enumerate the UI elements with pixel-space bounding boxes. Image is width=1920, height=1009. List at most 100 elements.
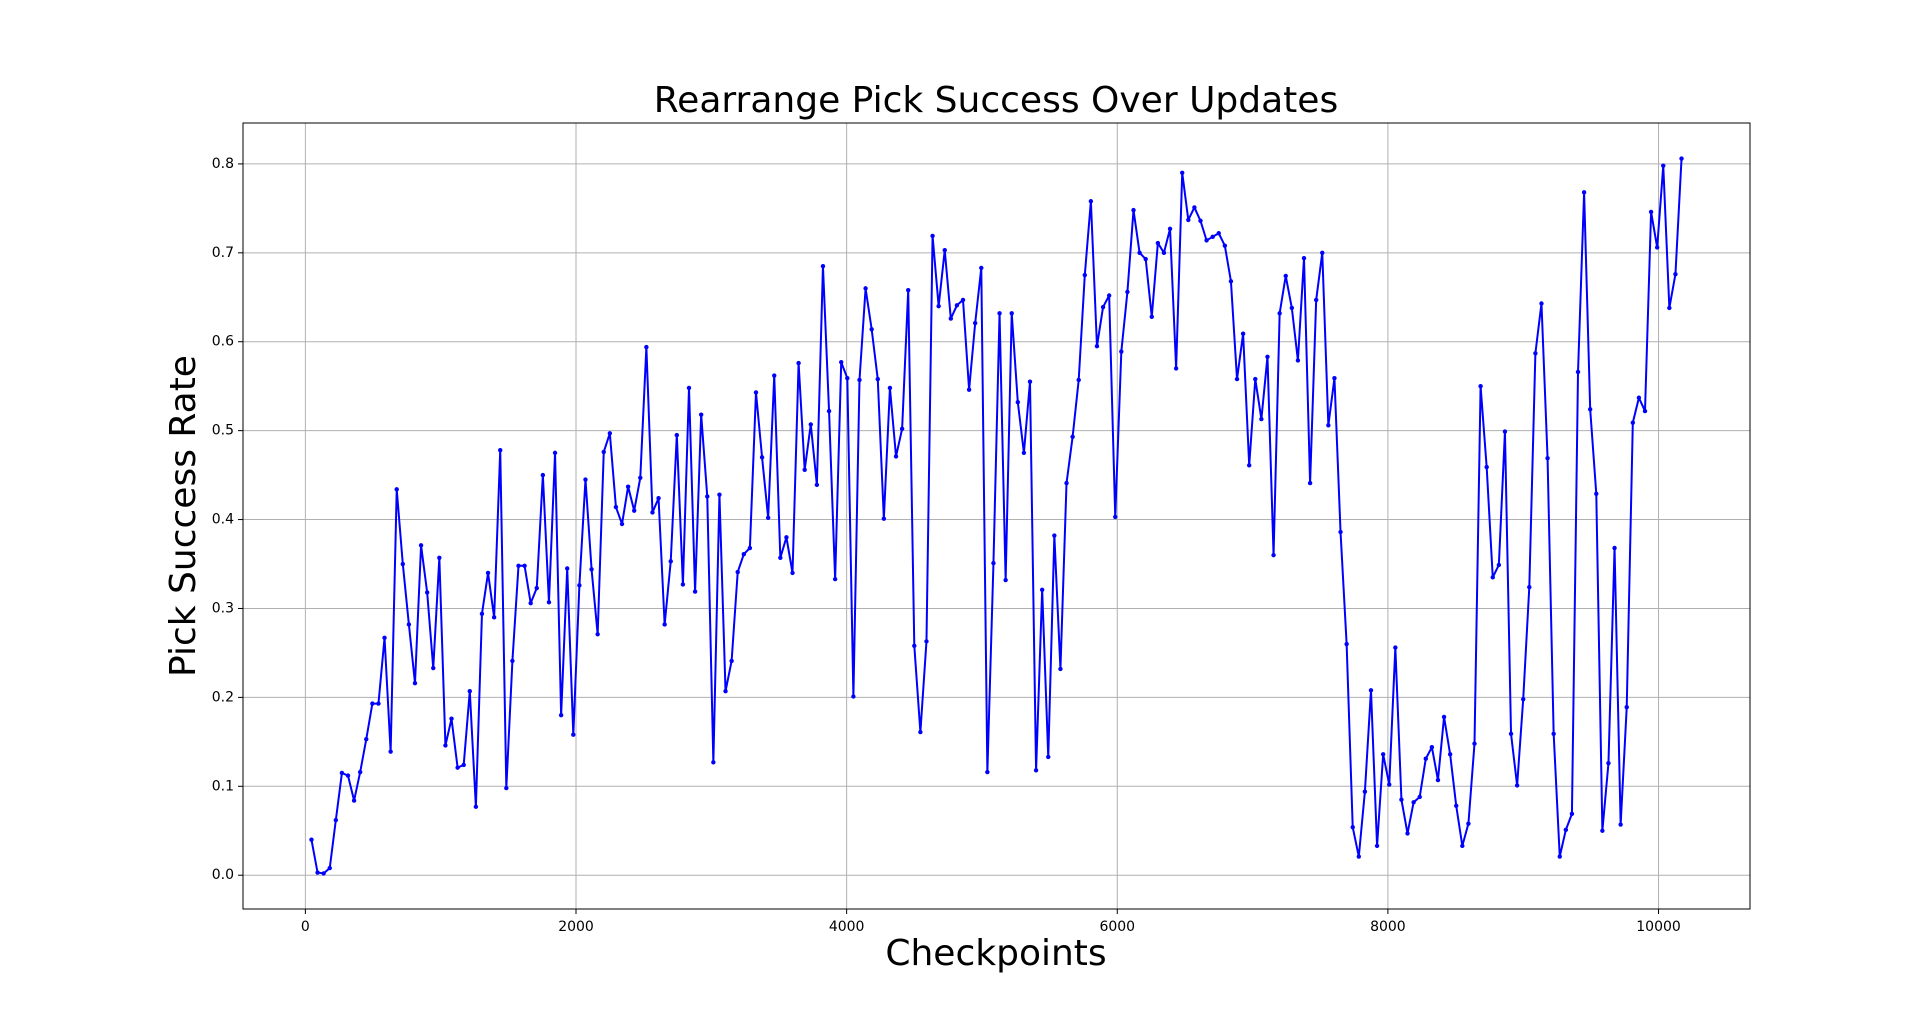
point xyxy=(424,590,430,595)
plot-frame xyxy=(242,122,1751,910)
point xyxy=(364,736,369,742)
x-tick-label: 6000 xyxy=(1099,919,1135,935)
point xyxy=(741,552,746,557)
point xyxy=(437,555,442,560)
point xyxy=(863,286,868,291)
point xyxy=(1569,811,1575,817)
point xyxy=(717,492,722,497)
point xyxy=(1606,760,1611,766)
point xyxy=(936,303,941,309)
point xyxy=(1259,416,1264,422)
point xyxy=(1033,768,1039,773)
point xyxy=(1514,783,1520,788)
point xyxy=(382,635,387,641)
point xyxy=(461,762,466,768)
point xyxy=(528,600,533,606)
point xyxy=(1356,854,1362,859)
point xyxy=(406,622,412,627)
y-tick-label: 0.5 xyxy=(212,423,234,439)
point xyxy=(1374,843,1380,849)
point xyxy=(966,387,972,392)
point xyxy=(619,521,625,527)
point xyxy=(1575,369,1581,375)
point xyxy=(778,555,783,560)
point xyxy=(1198,218,1203,224)
point xyxy=(1454,803,1459,809)
point xyxy=(370,701,375,706)
point xyxy=(948,316,954,321)
point xyxy=(1204,238,1209,243)
point xyxy=(1594,491,1599,496)
point xyxy=(571,732,576,737)
point xyxy=(1009,311,1014,316)
point xyxy=(1447,752,1453,757)
point xyxy=(887,385,893,391)
point xyxy=(1247,463,1252,468)
point xyxy=(906,287,911,293)
x-tick-label: 2000 xyxy=(558,919,594,935)
point xyxy=(534,585,539,591)
point xyxy=(1131,207,1136,213)
point xyxy=(1618,822,1623,827)
point xyxy=(1265,354,1270,360)
point xyxy=(656,496,661,501)
point xyxy=(1405,831,1410,836)
y-tick-label: 0.4 xyxy=(212,512,234,528)
point xyxy=(832,576,838,582)
point xyxy=(979,265,984,271)
point xyxy=(1600,828,1605,833)
point xyxy=(1484,464,1489,470)
point xyxy=(997,311,1002,316)
point xyxy=(692,589,698,594)
x-tick-label: 8000 xyxy=(1370,919,1406,935)
point xyxy=(1423,756,1428,761)
point xyxy=(1021,450,1027,456)
point xyxy=(1679,156,1684,161)
point xyxy=(674,432,680,438)
point xyxy=(1417,794,1422,800)
point xyxy=(351,798,357,803)
point xyxy=(1076,377,1081,383)
point xyxy=(455,765,460,770)
point xyxy=(1466,821,1471,826)
point xyxy=(321,871,326,876)
point xyxy=(1557,854,1562,859)
point xyxy=(875,376,880,382)
point xyxy=(1058,666,1063,672)
point xyxy=(1046,754,1051,760)
point xyxy=(1015,399,1021,405)
point xyxy=(1362,789,1368,794)
point xyxy=(1661,163,1666,168)
point xyxy=(504,785,509,791)
point xyxy=(339,770,345,776)
point xyxy=(1253,376,1258,382)
point xyxy=(473,804,479,809)
point xyxy=(1435,777,1441,783)
y-tick-label: 0.0 xyxy=(212,867,234,883)
point xyxy=(644,344,649,350)
point xyxy=(1027,379,1033,384)
point xyxy=(1612,545,1617,551)
point xyxy=(565,566,570,571)
point xyxy=(960,297,966,303)
point xyxy=(1380,752,1386,757)
point xyxy=(759,455,765,460)
point xyxy=(1283,273,1288,279)
point xyxy=(607,431,613,436)
point xyxy=(985,769,990,775)
point xyxy=(1648,209,1654,215)
point xyxy=(552,450,558,456)
point xyxy=(729,658,734,664)
point xyxy=(1508,731,1514,737)
point xyxy=(522,563,527,568)
point xyxy=(345,773,351,778)
point xyxy=(1399,797,1404,802)
point xyxy=(1167,226,1173,232)
point xyxy=(388,749,393,754)
point xyxy=(1052,533,1057,538)
point xyxy=(1581,190,1587,195)
point xyxy=(723,688,728,694)
point xyxy=(1301,255,1307,261)
point xyxy=(577,583,582,588)
